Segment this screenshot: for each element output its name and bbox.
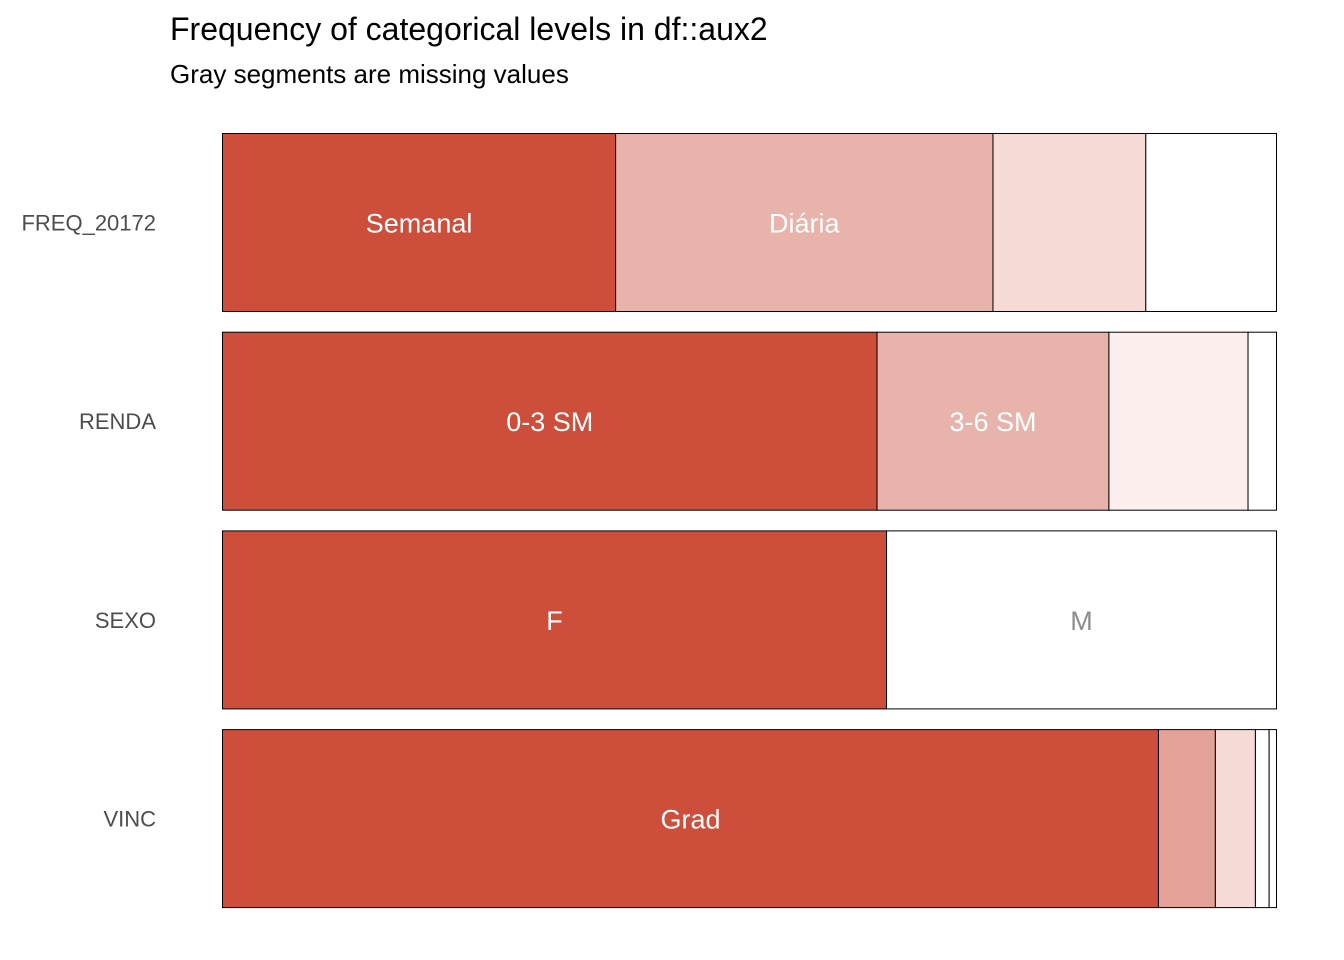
segment-label: M [1070,606,1093,636]
bar-segment [1108,331,1249,511]
bar-sexo: SEXO F M [95,530,1278,710]
bar-segment [222,133,617,312]
bar-segment [1145,133,1277,312]
bar-segment [886,530,1278,710]
segment-label: Diária [769,209,841,239]
chart-title: Frequency of categorical levels in df::a… [170,11,768,47]
category-label: VINC [103,807,156,832]
bar-freq_20172: FREQ_20172 Semanal Diária [21,133,1277,312]
bar-segment [615,133,994,312]
category-label: RENDA [79,409,156,434]
bar-renda: RENDA 0-3 SM 3-6 SM [79,331,1277,511]
segment-label: 3-6 SM [949,407,1036,437]
bar-segment [876,331,1110,511]
bar-segment [222,530,888,710]
segment-label: 0-3 SM [506,407,593,437]
bar-segment [1214,729,1256,909]
bar-segment [222,331,878,511]
category-label: FREQ_20172 [21,211,156,236]
bar-vinc: VINC Grad [103,729,1277,909]
segment-label: F [546,606,563,636]
segment-label: Grad [660,805,720,835]
bar-segment [1254,729,1270,909]
category-label: SEXO [95,608,156,633]
bar-segment [222,729,1159,909]
bar-segment [1247,331,1277,511]
bar-segment [1157,729,1216,909]
bars-layer: FREQ_20172 Semanal Diária RENDA 0-3 SM 3-6 SM… [21,133,1278,909]
segment-label: Semanal [366,209,473,239]
chart-subtitle: Gray segments are missing values [170,59,569,89]
bar-segment [1268,729,1277,909]
bar-segment [992,133,1147,312]
